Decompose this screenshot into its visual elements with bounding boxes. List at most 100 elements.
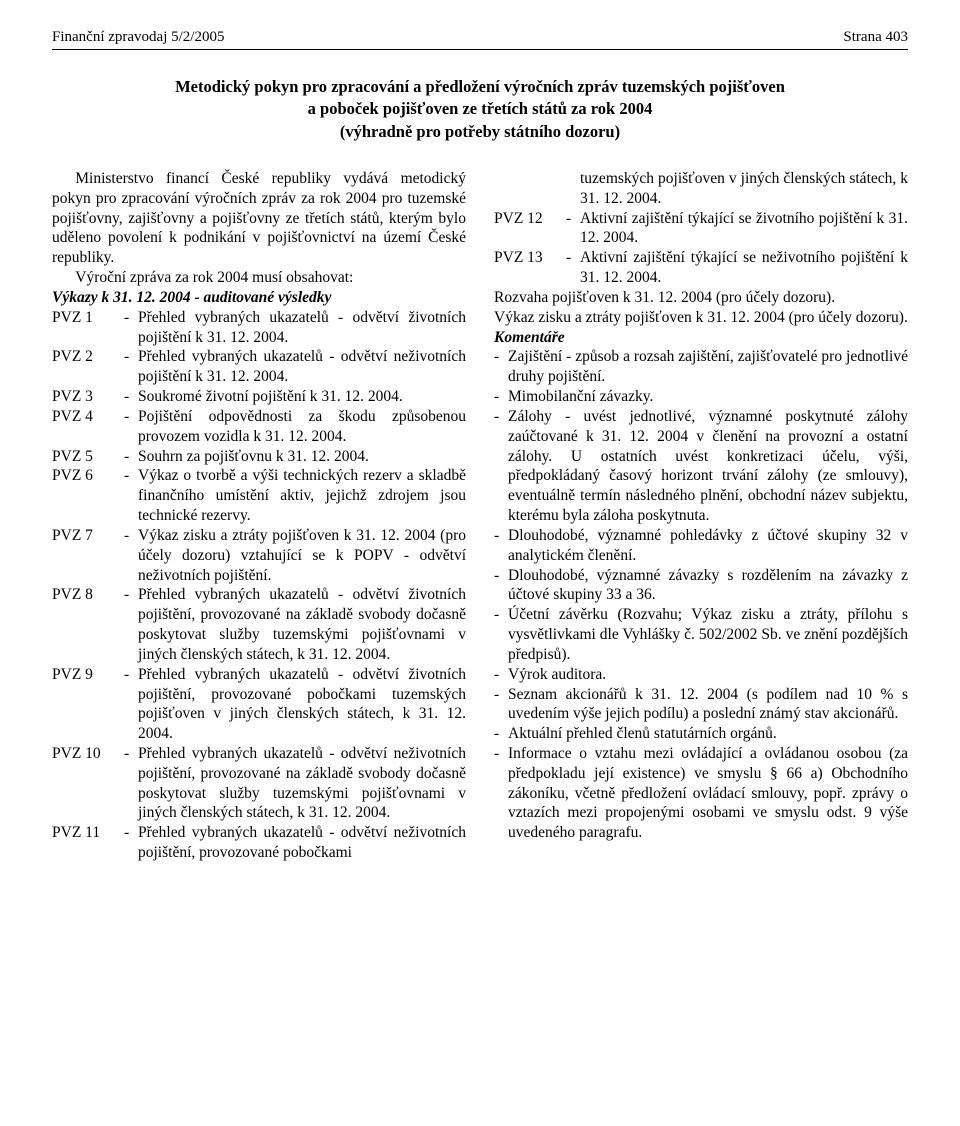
dash-icon: - <box>494 566 508 586</box>
header-journal: Finanční zpravodaj 5/2/2005 <box>52 28 224 47</box>
dash-icon: - <box>124 823 138 843</box>
comments-heading: Komentáře <box>494 328 908 348</box>
pvz-label: PVZ 9 <box>52 665 124 685</box>
pvz-text: Výkaz zisku a ztráty pojišťoven k 31. 12… <box>138 526 466 585</box>
page-header: Finanční zpravodaj 5/2/2005 Strana 403 <box>52 28 908 47</box>
title-line-3: (výhradně pro potřeby státního dozoru) <box>120 121 840 143</box>
intro-paragraph-2: Výroční zpráva za rok 2004 musí obsahova… <box>52 268 466 288</box>
dash-icon: - <box>494 605 508 625</box>
comment-item: - Mimobilanční závazky. <box>494 387 908 407</box>
pvz-label: PVZ 1 <box>52 308 124 328</box>
dash-icon: - <box>494 744 508 764</box>
dash-icon: - <box>124 387 138 407</box>
comment-text: Účetní závěrku (Rozvahu; Výkaz zisku a z… <box>508 605 908 664</box>
comment-text: Zajištění - způsob a rozsah zajištění, z… <box>508 347 908 387</box>
dash-icon: - <box>566 248 580 268</box>
dash-icon: - <box>494 526 508 546</box>
comments-list: - Zajištění - způsob a rozsah zajištění,… <box>494 347 908 843</box>
pvz-label: PVZ 2 <box>52 347 124 367</box>
comment-item: - Dlouhodobé, významné pohledávky z účto… <box>494 526 908 566</box>
dash-icon: - <box>124 347 138 367</box>
title-line-1: Metodický pokyn pro zpracování a předlož… <box>120 76 840 98</box>
pvz-label: PVZ 12 <box>494 209 566 229</box>
after-pvz-line-2: Výkaz zisku a ztráty pojišťoven k 31. 12… <box>494 308 908 328</box>
pvz-row: PVZ 4 - Pojištění odpovědnosti za škodu … <box>52 407 466 447</box>
header-page: Strana 403 <box>843 28 908 47</box>
pvz-text: Soukromé životní pojištění k 31. 12. 200… <box>138 387 466 407</box>
pvz-label: PVZ 7 <box>52 526 124 546</box>
pvz-text: Přehled vybraných ukazatelů - odvětví ne… <box>138 823 466 863</box>
pvz-row: PVZ 3 - Soukromé životní pojištění k 31.… <box>52 387 466 407</box>
pvz-row: PVZ 1 - Přehled vybraných ukazatelů - od… <box>52 308 466 348</box>
pvz-label: PVZ 4 <box>52 407 124 427</box>
pvz-text: Přehled vybraných ukazatelů - odvětví ne… <box>138 347 466 387</box>
pvz-row: PVZ 6 - Výkaz o tvorbě a výši technickýc… <box>52 466 466 525</box>
pvz-label: PVZ 6 <box>52 466 124 486</box>
dash-icon: - <box>494 347 508 367</box>
dash-icon: - <box>566 209 580 229</box>
pvz-label: PVZ 5 <box>52 447 124 467</box>
pvz-row: PVZ 10 - Přehled vybraných ukazatelů - o… <box>52 744 466 823</box>
comment-item: - Zajištění - způsob a rozsah zajištění,… <box>494 347 908 387</box>
dash-icon: - <box>124 526 138 546</box>
dash-icon: - <box>494 724 508 744</box>
pvz-text: Aktivní zajištění týkající se neživotníh… <box>580 248 908 288</box>
comment-text: Výrok auditora. <box>508 665 908 685</box>
pvz-text: Souhrn za pojišťovnu k 31. 12. 2004. <box>138 447 466 467</box>
comment-item: - Dlouhodobé, významné závazky s rozděle… <box>494 566 908 606</box>
comment-text: Mimobilanční závazky. <box>508 387 908 407</box>
pvz-list-left: PVZ 1 - Přehled vybraných ukazatelů - od… <box>52 308 466 863</box>
pvz-row: PVZ 13 - Aktivní zajištění týkající se n… <box>494 248 908 288</box>
pvz-row: PVZ 8 - Přehled vybraných ukazatelů - od… <box>52 585 466 664</box>
intro-paragraph-1: Ministerstvo financí České republiky vyd… <box>52 169 466 268</box>
comment-text: Seznam akcionářů k 31. 12. 2004 (s podíl… <box>508 685 908 725</box>
pvz-label: PVZ 8 <box>52 585 124 605</box>
page-title: Metodický pokyn pro zpracování a předlož… <box>120 76 840 143</box>
pvz-label: PVZ 11 <box>52 823 124 843</box>
comment-text: Informace o vztahu mezi ovládající a ovl… <box>508 744 908 843</box>
pvz-row-continuation: tuzemských pojišťoven v jiných členských… <box>494 169 908 209</box>
comment-text: Zálohy - uvést jednotlivé, významné posk… <box>508 407 908 526</box>
dash-icon: - <box>124 665 138 685</box>
dash-icon: - <box>494 407 508 427</box>
pvz-text: Přehled vybraných ukazatelů - odvětví ži… <box>138 665 466 744</box>
pvz-text: Výkaz o tvorbě a výši technických rezerv… <box>138 466 466 525</box>
pvz-label: PVZ 13 <box>494 248 566 268</box>
comment-item: - Aktuální přehled členů statutárních or… <box>494 724 908 744</box>
header-rule <box>52 49 908 50</box>
comment-item: - Výrok auditora. <box>494 665 908 685</box>
pvz-label: PVZ 3 <box>52 387 124 407</box>
pvz-row: PVZ 7 - Výkaz zisku a ztráty pojišťoven … <box>52 526 466 585</box>
pvz-list-right: PVZ 12 - Aktivní zajištění týkající se ž… <box>494 209 908 288</box>
comment-text: Aktuální přehled členů statutárních orgá… <box>508 724 908 744</box>
pvz-text: Aktivní zajištění týkající se životního … <box>580 209 908 249</box>
dash-icon: - <box>124 447 138 467</box>
vykazy-heading: Výkazy k 31. 12. 2004 - auditované výsle… <box>52 288 466 308</box>
dash-icon: - <box>124 308 138 328</box>
comment-item: - Zálohy - uvést jednotlivé, významné po… <box>494 407 908 526</box>
body-columns: Ministerstvo financí České republiky vyd… <box>52 169 908 863</box>
pvz-text: tuzemských pojišťoven v jiných členských… <box>580 169 908 209</box>
comment-item: - Informace o vztahu mezi ovládající a o… <box>494 744 908 843</box>
dash-icon: - <box>494 665 508 685</box>
title-line-2: a poboček pojišťoven ze třetích států za… <box>120 98 840 120</box>
pvz-label: PVZ 10 <box>52 744 124 764</box>
pvz-row: PVZ 2 - Přehled vybraných ukazatelů - od… <box>52 347 466 387</box>
comment-text: Dlouhodobé, významné závazky s rozdělení… <box>508 566 908 606</box>
dash-icon: - <box>124 585 138 605</box>
dash-icon: - <box>124 744 138 764</box>
dash-icon: - <box>124 407 138 427</box>
dash-icon: - <box>494 685 508 705</box>
dash-icon: - <box>494 387 508 407</box>
comment-item: - Účetní závěrku (Rozvahu; Výkaz zisku a… <box>494 605 908 664</box>
pvz-row: PVZ 5 - Souhrn za pojišťovnu k 31. 12. 2… <box>52 447 466 467</box>
pvz-row: PVZ 9 - Přehled vybraných ukazatelů - od… <box>52 665 466 744</box>
pvz-text: Přehled vybraných ukazatelů - odvětví ne… <box>138 744 466 823</box>
pvz-row: PVZ 12 - Aktivní zajištění týkající se ž… <box>494 209 908 249</box>
after-pvz-line-1: Rozvaha pojišťoven k 31. 12. 2004 (pro ú… <box>494 288 908 308</box>
pvz-row: PVZ 11 - Přehled vybraných ukazatelů - o… <box>52 823 466 863</box>
comment-text: Dlouhodobé, významné pohledávky z účtové… <box>508 526 908 566</box>
pvz-text: Pojištění odpovědnosti za škodu způsoben… <box>138 407 466 447</box>
pvz-text: Přehled vybraných ukazatelů - odvětví ži… <box>138 585 466 664</box>
pvz-text: Přehled vybraných ukazatelů - odvětví ži… <box>138 308 466 348</box>
